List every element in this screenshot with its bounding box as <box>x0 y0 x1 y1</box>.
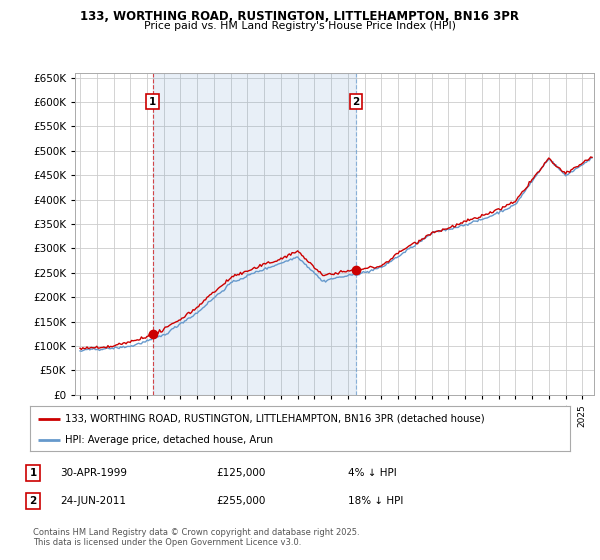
Text: HPI: Average price, detached house, Arun: HPI: Average price, detached house, Arun <box>65 435 273 445</box>
Text: £125,000: £125,000 <box>216 468 265 478</box>
Text: Contains HM Land Registry data © Crown copyright and database right 2025.
This d: Contains HM Land Registry data © Crown c… <box>33 528 359 547</box>
Text: £255,000: £255,000 <box>216 496 265 506</box>
Text: Price paid vs. HM Land Registry's House Price Index (HPI): Price paid vs. HM Land Registry's House … <box>144 21 456 31</box>
Text: 133, WORTHING ROAD, RUSTINGTON, LITTLEHAMPTON, BN16 3PR: 133, WORTHING ROAD, RUSTINGTON, LITTLEHA… <box>80 10 520 23</box>
Text: 24-JUN-2011: 24-JUN-2011 <box>60 496 126 506</box>
Text: 18% ↓ HPI: 18% ↓ HPI <box>348 496 403 506</box>
Text: 30-APR-1999: 30-APR-1999 <box>60 468 127 478</box>
Text: 4% ↓ HPI: 4% ↓ HPI <box>348 468 397 478</box>
Text: 133, WORTHING ROAD, RUSTINGTON, LITTLEHAMPTON, BN16 3PR (detached house): 133, WORTHING ROAD, RUSTINGTON, LITTLEHA… <box>65 413 485 423</box>
Text: 1: 1 <box>29 468 37 478</box>
Text: 2: 2 <box>29 496 37 506</box>
Bar <box>152 73 356 395</box>
Text: 2: 2 <box>352 97 359 107</box>
Text: 1: 1 <box>149 97 156 107</box>
